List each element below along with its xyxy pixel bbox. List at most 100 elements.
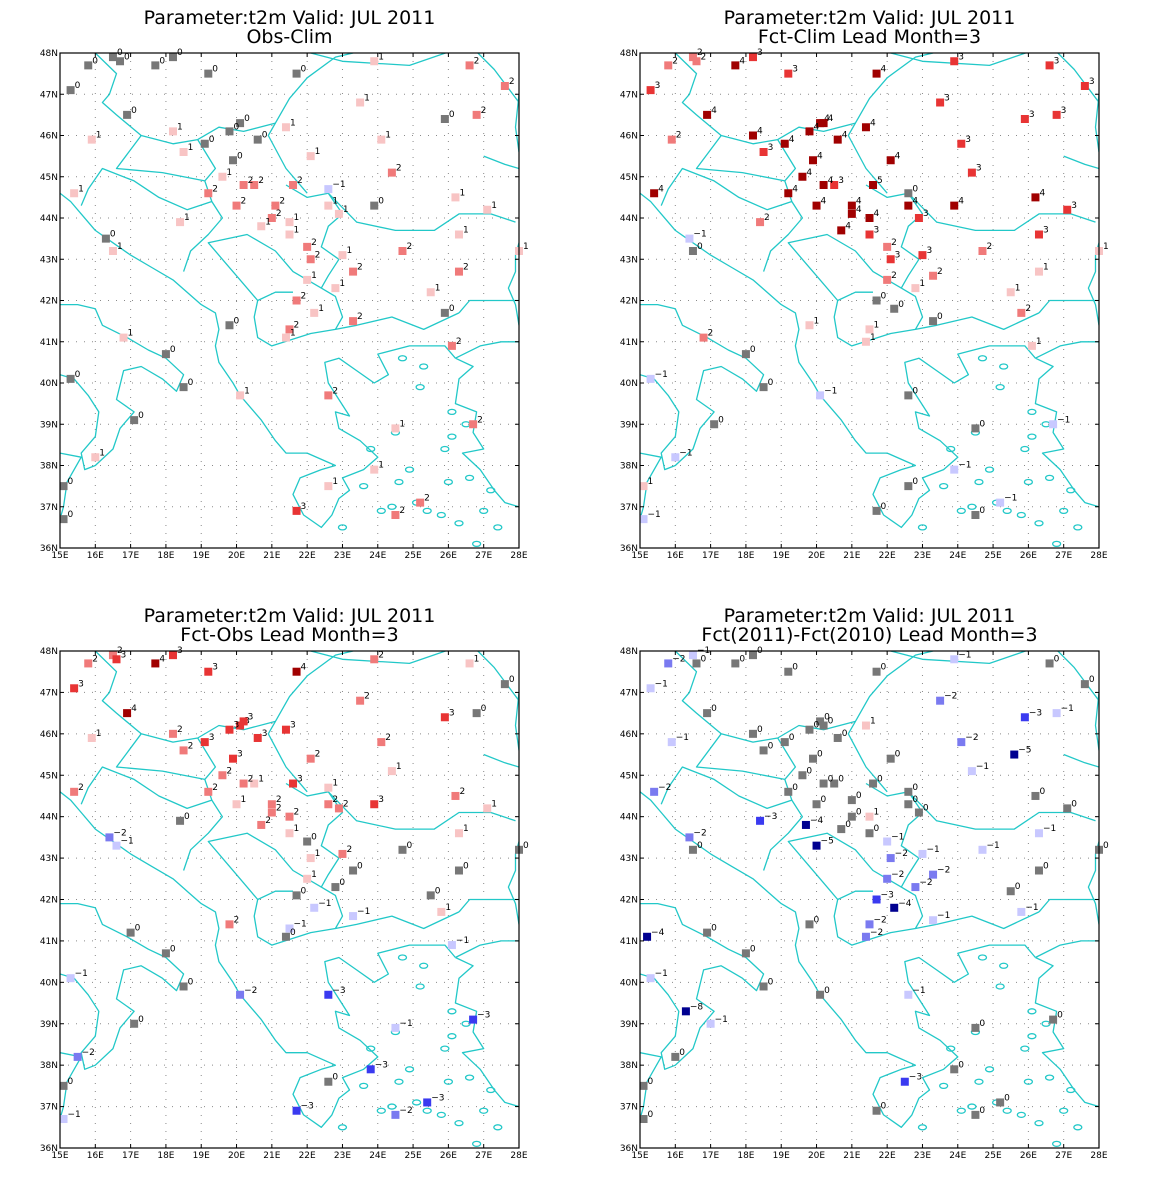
station-value: 2 bbox=[265, 816, 271, 826]
island bbox=[1027, 408, 1037, 416]
x-tick-label: 18E bbox=[157, 551, 174, 561]
station-marker bbox=[447, 341, 456, 350]
station-marker bbox=[59, 482, 68, 491]
station-value: −2 bbox=[82, 1048, 95, 1058]
station-value: 4 bbox=[813, 122, 819, 132]
station-value: −2 bbox=[919, 878, 932, 888]
y-tick-label: 37N bbox=[40, 1103, 58, 1113]
station-value: 0 bbox=[912, 477, 918, 487]
station-marker bbox=[703, 709, 712, 718]
station-marker bbox=[643, 932, 652, 941]
station-value: 2 bbox=[276, 795, 282, 805]
coastline bbox=[483, 753, 519, 768]
panel-subtitle: Fct(2011)-Fct(2010) Lead Month=3 bbox=[701, 624, 1037, 646]
y-tick-label: 47N bbox=[620, 688, 638, 698]
station-value: 3 bbox=[1071, 201, 1077, 211]
station-value: 2 bbox=[241, 197, 247, 207]
station-value: 2 bbox=[332, 386, 338, 396]
x-tick-label: 26E bbox=[1020, 551, 1037, 561]
station-value: −2 bbox=[874, 915, 887, 925]
station-marker bbox=[883, 242, 892, 251]
station-value: 1 bbox=[396, 762, 402, 772]
station-value: 4 bbox=[845, 221, 851, 231]
station-marker bbox=[349, 267, 358, 276]
island bbox=[397, 954, 408, 961]
station-value: 0 bbox=[877, 775, 883, 785]
island bbox=[1027, 433, 1037, 440]
station-value: −5 bbox=[821, 837, 834, 847]
station-marker bbox=[236, 119, 245, 128]
station-value: 2 bbox=[311, 238, 317, 248]
station-value: 1 bbox=[78, 184, 84, 194]
x-tick-label: 24E bbox=[949, 1151, 966, 1161]
station-value: 3 bbox=[923, 209, 929, 219]
station-value: −2 bbox=[870, 928, 883, 938]
station-value: 2 bbox=[424, 494, 430, 504]
station-marker bbox=[1031, 791, 1040, 800]
x-tick-label: 20E bbox=[228, 551, 245, 561]
station-value: 0 bbox=[339, 878, 345, 888]
island bbox=[436, 1111, 446, 1119]
coastline bbox=[674, 53, 934, 145]
station-marker bbox=[179, 746, 188, 755]
station-marker bbox=[904, 201, 913, 210]
station-value: 0 bbox=[813, 721, 819, 731]
station-value: 4 bbox=[757, 127, 763, 137]
coastline bbox=[327, 192, 516, 232]
station-marker bbox=[904, 189, 913, 198]
station-marker bbox=[292, 69, 301, 78]
island bbox=[422, 507, 432, 515]
station-value: 4 bbox=[789, 135, 795, 145]
station-value: 0 bbox=[856, 808, 862, 818]
coastline bbox=[267, 721, 308, 793]
station-marker bbox=[1080, 680, 1089, 689]
station-value: 4 bbox=[870, 118, 876, 128]
panel-title: Parameter:t2m Valid: JUL 2011 bbox=[724, 7, 1016, 29]
station-marker bbox=[681, 1007, 690, 1016]
x-tick-label: 24E bbox=[369, 1151, 386, 1161]
station-value: 2 bbox=[477, 415, 483, 425]
station-value: 1 bbox=[463, 226, 469, 236]
x-tick-label: 23E bbox=[334, 1151, 351, 1161]
y-tick-label: 48N bbox=[40, 647, 58, 657]
station-marker bbox=[168, 127, 177, 136]
station-value: 2 bbox=[294, 808, 300, 818]
station-value: 1 bbox=[491, 201, 497, 211]
station-value: −1 bbox=[1043, 824, 1056, 834]
station-marker bbox=[370, 57, 379, 66]
station-value: 0 bbox=[979, 1019, 985, 1029]
station-value: 0 bbox=[856, 791, 862, 801]
station-value: −1 bbox=[399, 1019, 412, 1029]
x-tick-label: 22E bbox=[879, 1151, 896, 1161]
map-panel-4: Parameter:t2m Valid: JUL 2011Fct(2011)-F… bbox=[620, 605, 1109, 1161]
station-value: 1 bbox=[332, 197, 338, 207]
island bbox=[974, 1078, 984, 1085]
island bbox=[967, 1103, 977, 1110]
station-value: 1 bbox=[1036, 337, 1042, 347]
island bbox=[422, 1107, 432, 1114]
coastline bbox=[847, 721, 888, 793]
station-marker bbox=[447, 941, 456, 950]
station-value: −3 bbox=[301, 1102, 314, 1112]
station-value: 2 bbox=[188, 741, 194, 751]
y-tick-label: 46N bbox=[620, 132, 638, 142]
station-marker bbox=[356, 696, 365, 705]
station-marker bbox=[1020, 115, 1029, 123]
station-value: 3 bbox=[1029, 110, 1035, 120]
station-value: 1 bbox=[474, 654, 480, 664]
station-value: 2 bbox=[276, 804, 282, 814]
station-marker bbox=[865, 829, 874, 838]
station-value: 1 bbox=[258, 775, 264, 785]
station-value: 0 bbox=[1043, 862, 1049, 872]
x-tick-label: 28E bbox=[510, 1151, 527, 1161]
station-value: 2 bbox=[672, 56, 678, 66]
panel-subtitle: Fct-Obs Lead Month=3 bbox=[180, 624, 398, 646]
x-tick-label: 20E bbox=[808, 551, 825, 561]
y-tick-label: 43N bbox=[620, 854, 638, 864]
station-value: 4 bbox=[1039, 188, 1045, 198]
station-marker bbox=[784, 69, 793, 78]
y-tick-label: 42N bbox=[40, 297, 58, 307]
station-value: 1 bbox=[463, 824, 469, 834]
station-value: −2 bbox=[891, 870, 904, 880]
